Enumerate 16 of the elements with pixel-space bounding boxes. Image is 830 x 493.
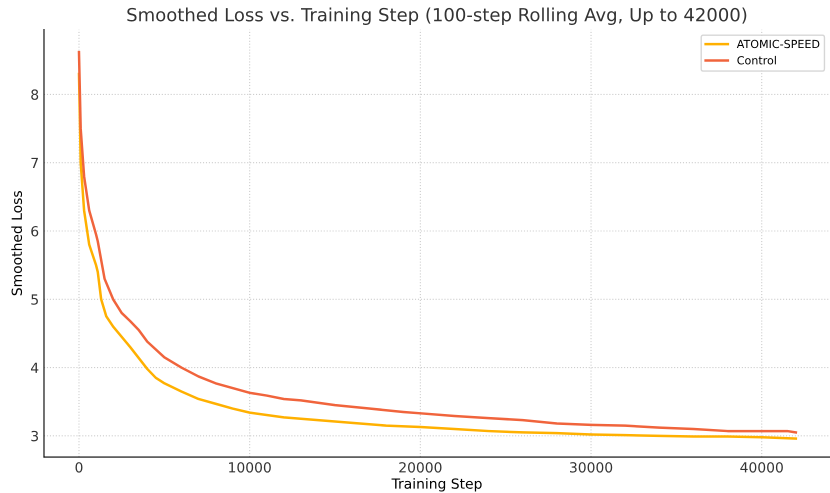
x-tick-label: 10000 xyxy=(229,462,271,473)
legend-label: ATOMIC-SPEED xyxy=(736,40,820,48)
y-axis-title: Smoothed Loss xyxy=(11,191,22,296)
y-tick-label: 5 xyxy=(31,294,38,305)
x-tick-label: 0 xyxy=(75,462,82,473)
chart-title: Smoothed Loss vs. Training Step (100-step Rolling Avg, Up to 42000) xyxy=(127,8,746,25)
x-axis-title: Training Step xyxy=(392,478,482,492)
legend-label: Control xyxy=(737,56,776,64)
y-tick-label: 4 xyxy=(30,362,38,373)
y-tick-label: 6 xyxy=(31,226,38,236)
x-tick-label: 20000 xyxy=(399,462,442,473)
y-tick-label: 3 xyxy=(31,430,38,442)
x-tick-label: 40000 xyxy=(740,462,783,473)
y-tick-label: 8 xyxy=(31,89,38,100)
x-tick-label: 30000 xyxy=(570,462,612,473)
y-tick-label: 7 xyxy=(31,158,38,168)
